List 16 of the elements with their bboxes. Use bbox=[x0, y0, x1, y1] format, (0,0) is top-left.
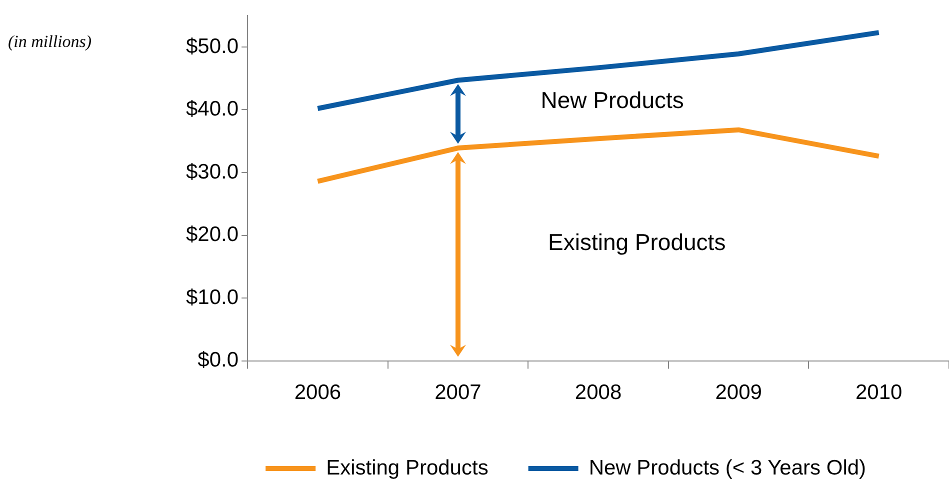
annotation: New Products bbox=[540, 87, 684, 114]
y-tick-label: $50.0 bbox=[186, 34, 239, 58]
y-tick-label: $20.0 bbox=[186, 223, 239, 246]
x-tick-label: 2010 bbox=[855, 381, 902, 404]
legend-label: Existing Products bbox=[326, 456, 488, 480]
y-tick-label: $10.0 bbox=[186, 286, 239, 309]
x-tick-label: 2009 bbox=[715, 381, 762, 404]
y-tick-label: $40.0 bbox=[186, 98, 239, 121]
x-tick-label: 2007 bbox=[434, 381, 482, 404]
x-tick-label: 2008 bbox=[574, 381, 622, 404]
y-tick-label: $0.0 bbox=[198, 348, 239, 372]
annotation: Existing Products bbox=[548, 228, 726, 255]
y-tick-label: $30.0 bbox=[186, 160, 239, 184]
x-tick-label: 2006 bbox=[294, 381, 342, 404]
legend-label: New Products (< 3 Years Old) bbox=[588, 456, 866, 480]
text: (in millions) bbox=[8, 32, 92, 52]
